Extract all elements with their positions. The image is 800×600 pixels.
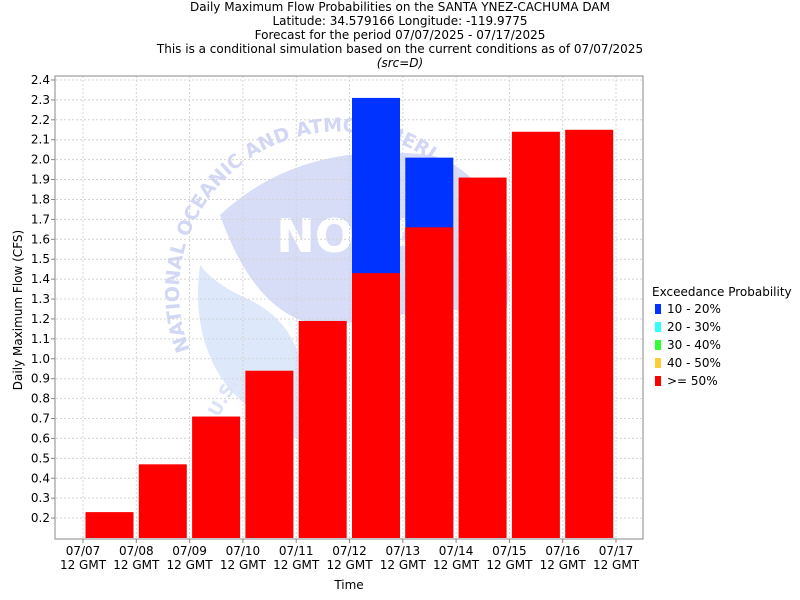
legend-label: 40 - 50% [667, 356, 721, 370]
x-tick-label-time: 12 GMT [540, 558, 587, 572]
y-tick-label: 1.9 [31, 173, 50, 187]
bar-ge-50 [352, 273, 400, 538]
y-tick-label: 1.0 [31, 352, 50, 366]
chart-titles: Daily Maximum Flow Probabilities on the … [0, 0, 800, 70]
bar-ge-50 [138, 464, 187, 538]
legend-item: 40 - 50% [652, 354, 800, 372]
x-tick-label-date: 07/12 [332, 544, 367, 558]
x-tick-label-time: 12 GMT [167, 558, 214, 572]
x-tick-label-date: 07/13 [386, 544, 421, 558]
y-tick-label: 2.2 [31, 113, 50, 127]
bar-ge-50 [245, 370, 294, 538]
legend-item: 30 - 40% [652, 336, 800, 354]
y-tick-label: 2.4 [31, 73, 50, 87]
chart-bars [85, 97, 614, 539]
y-tick-label: 0.2 [31, 511, 50, 525]
chart-subtitle-source: (src=D) [376, 56, 424, 70]
bar-ge-50 [298, 320, 347, 538]
bar-ge-50 [511, 131, 560, 539]
legend-item: >= 50% [652, 372, 800, 390]
x-tick-label-date: 07/16 [545, 544, 580, 558]
x-tick-label-time: 12 GMT [380, 558, 427, 572]
y-tick-label: 1.6 [31, 232, 50, 246]
y-tick-label: 0.6 [31, 431, 50, 445]
legend-label: 20 - 30% [667, 320, 721, 334]
legend-item: 10 - 20% [652, 300, 800, 318]
y-axis-label: Daily Maximum Flow (CFS) [11, 229, 25, 391]
y-tick-label: 0.7 [31, 412, 50, 426]
x-tick-label-time: 12 GMT [113, 558, 160, 572]
legend-item: 20 - 30% [652, 318, 800, 336]
x-tick-label-time: 12 GMT [60, 558, 107, 572]
chart-subtitle-location: Latitude: 34.579166 Longitude: -119.9775 [272, 14, 528, 28]
y-tick-label: 1.5 [31, 252, 50, 266]
y-tick-label: 1.7 [31, 212, 50, 226]
x-tick-label-date: 07/08 [119, 544, 154, 558]
x-tick-label-date: 07/09 [172, 544, 207, 558]
y-tick-label: 1.3 [31, 292, 50, 306]
chart-subtitle-conditions: This is a conditional simulation based o… [156, 42, 644, 56]
y-tick-label: 0.9 [31, 372, 50, 386]
y-axis: 0.2 0.3 0.4 0.5 0.6 0.7 0.8 0.9 1.0 1.1 1.2 1.3 1.4 1… [31, 73, 55, 525]
legend-label: 10 - 20% [667, 302, 721, 316]
bar-ge-50 [458, 177, 507, 538]
x-tick-label-date: 07/14 [439, 544, 474, 558]
bar-ge-50 [565, 129, 614, 538]
y-tick-label: 2.1 [31, 133, 50, 147]
noaa-watermark-lower-shape [198, 265, 330, 450]
x-axis-label: Time [334, 578, 364, 592]
x-tick-label-time: 12 GMT [326, 558, 373, 572]
x-tick-label-time: 12 GMT [220, 558, 267, 572]
legend-swatch [655, 340, 661, 350]
legend-swatch [655, 376, 661, 386]
y-tick-label: 1.4 [31, 272, 50, 286]
y-tick-label: 1.2 [31, 312, 50, 326]
legend: Exceedance Probability 10 - 20% 20 - 30% 3… [652, 284, 800, 390]
legend-label: >= 50% [667, 374, 718, 388]
y-tick-label: 1.1 [31, 332, 50, 346]
bar-ge-50 [405, 227, 454, 538]
x-tick-label-date: 07/10 [226, 544, 261, 558]
x-tick-label-time: 12 GMT [433, 558, 480, 572]
y-tick-label: 1.8 [31, 192, 50, 206]
x-tick-label-date: 07/07 [66, 544, 101, 558]
y-tick-label: 0.8 [31, 392, 50, 406]
legend-swatch [655, 322, 661, 332]
y-tick-label: 0.5 [31, 451, 50, 465]
y-tick-label: 2.3 [31, 93, 50, 107]
x-tick-label-date: 07/11 [279, 544, 314, 558]
x-tick-label-date: 07/15 [492, 544, 527, 558]
chart-title: Daily Maximum Flow Probabilities on the … [190, 0, 610, 14]
noaa-watermark-logo-text: NOAA [276, 209, 424, 263]
bar-ge-50 [85, 512, 134, 538]
x-tick-label-time: 12 GMT [486, 558, 533, 572]
x-tick-label-date: 07/17 [599, 544, 634, 558]
bar-ge-50 [192, 416, 241, 538]
legend-swatch [655, 304, 661, 314]
legend-title: Exceedance Probability [652, 285, 792, 299]
x-tick-label-time: 12 GMT [273, 558, 320, 572]
x-tick-label-time: 12 GMT [593, 558, 640, 572]
legend-swatch [655, 358, 661, 368]
y-tick-label: 0.4 [31, 471, 50, 485]
y-tick-label: 2.0 [31, 153, 50, 167]
legend-label: 30 - 40% [667, 338, 721, 352]
y-tick-label: 0.3 [31, 491, 50, 505]
chart-subtitle-period: Forecast for the period 07/07/2025 - 07/… [254, 28, 546, 42]
